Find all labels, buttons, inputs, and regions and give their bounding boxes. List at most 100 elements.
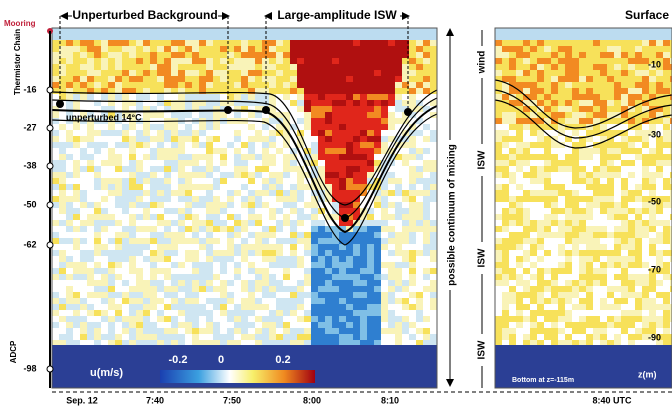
- heatmap-cell: [185, 220, 192, 226]
- heatmap-cell: [136, 76, 143, 82]
- heatmap-cell: [586, 196, 593, 202]
- heatmap-cell: [430, 64, 437, 70]
- heatmap-cell: [423, 274, 430, 280]
- heatmap-cell: [416, 178, 423, 184]
- heatmap-cell: [304, 250, 311, 256]
- heatmap-cell: [206, 262, 213, 268]
- heatmap-cell: [360, 58, 367, 64]
- heatmap-cell: [143, 94, 150, 100]
- heatmap-cell: [171, 232, 178, 238]
- heatmap-cell: [143, 322, 150, 328]
- heatmap-cell: [241, 298, 248, 304]
- heatmap-cell: [381, 250, 388, 256]
- heatmap-cell: [87, 220, 94, 226]
- heatmap-cell: [495, 202, 502, 208]
- heatmap-cell: [171, 172, 178, 178]
- heatmap-cell: [171, 70, 178, 76]
- heatmap-cell: [523, 40, 530, 46]
- heatmap-cell: [101, 166, 108, 172]
- heatmap-cell: [255, 244, 262, 250]
- heatmap-cell: [614, 292, 621, 298]
- heatmap-cell: [143, 166, 150, 172]
- heatmap-cell: [537, 286, 544, 292]
- heatmap-cell: [353, 52, 360, 58]
- heatmap-cell: [628, 286, 635, 292]
- heatmap-cell: [157, 238, 164, 244]
- heatmap-cell: [402, 274, 409, 280]
- heatmap-cell: [52, 112, 59, 118]
- heatmap-cell: [614, 202, 621, 208]
- heatmap-cell: [325, 82, 332, 88]
- heatmap-cell: [101, 244, 108, 250]
- heatmap-cell: [199, 322, 206, 328]
- heatmap-cell: [297, 316, 304, 322]
- heatmap-cell: [150, 190, 157, 196]
- heatmap-cell: [157, 286, 164, 292]
- heatmap-cell: [178, 226, 185, 232]
- heatmap-cell: [593, 226, 600, 232]
- heatmap-cell: [213, 286, 220, 292]
- heatmap-cell: [199, 130, 206, 136]
- heatmap-cell: [66, 244, 73, 250]
- heatmap-cell: [516, 124, 523, 130]
- heatmap-cell: [66, 64, 73, 70]
- heatmap-cell: [353, 328, 360, 334]
- heatmap-cell: [150, 70, 157, 76]
- heatmap-cell: [516, 244, 523, 250]
- heatmap-cell: [59, 136, 66, 142]
- heatmap-cell: [635, 106, 642, 112]
- heatmap-cell: [416, 40, 423, 46]
- heatmap-cell: [593, 256, 600, 262]
- heatmap-cell: [509, 322, 516, 328]
- heatmap-cell: [607, 226, 614, 232]
- heatmap-cell: [346, 124, 353, 130]
- heatmap-cell: [409, 280, 416, 286]
- heatmap-cell: [388, 52, 395, 58]
- heatmap-cell: [558, 274, 565, 280]
- heatmap-cell: [516, 178, 523, 184]
- heatmap-cell: [164, 226, 171, 232]
- heatmap-cell: [381, 190, 388, 196]
- heatmap-cell: [430, 274, 437, 280]
- heatmap-cell: [530, 220, 537, 226]
- heatmap-cell: [332, 280, 339, 286]
- heatmap-cell: [586, 178, 593, 184]
- heatmap-cell: [388, 268, 395, 274]
- heatmap-cell: [551, 304, 558, 310]
- heatmap-cell: [388, 208, 395, 214]
- heatmap-cell: [283, 310, 290, 316]
- heatmap-cell: [136, 220, 143, 226]
- heatmap-cell: [318, 166, 325, 172]
- heatmap-cell: [523, 262, 530, 268]
- heatmap-cell: [52, 142, 59, 148]
- heatmap-cell: [276, 208, 283, 214]
- depth-marker: [47, 366, 53, 372]
- heatmap-cell: [150, 178, 157, 184]
- heatmap-cell: [621, 148, 628, 154]
- heatmap-cell: [621, 262, 628, 268]
- heatmap-cell: [101, 250, 108, 256]
- heatmap-cell: [150, 82, 157, 88]
- heatmap-cell: [108, 214, 115, 220]
- heatmap-cell: [663, 244, 670, 250]
- heatmap-cell: [339, 46, 346, 52]
- heatmap-cell: [143, 64, 150, 70]
- heatmap-cell: [199, 328, 206, 334]
- heatmap-cell: [73, 334, 80, 340]
- heatmap-cell: [628, 166, 635, 172]
- heatmap-cell: [73, 304, 80, 310]
- heatmap-cell: [607, 298, 614, 304]
- heatmap-cell: [73, 148, 80, 154]
- heatmap-cell: [537, 94, 544, 100]
- heatmap-cell: [572, 316, 579, 322]
- heatmap-cell: [115, 130, 122, 136]
- heatmap-cell: [656, 184, 663, 190]
- heatmap-cell: [628, 136, 635, 142]
- heatmap-cell: [663, 280, 670, 286]
- heatmap-cell: [73, 40, 80, 46]
- heatmap-cell: [192, 172, 199, 178]
- heatmap-cell: [94, 304, 101, 310]
- heatmap-cell: [649, 310, 656, 316]
- heatmap-cell: [178, 124, 185, 130]
- heatmap-cell: [523, 334, 530, 340]
